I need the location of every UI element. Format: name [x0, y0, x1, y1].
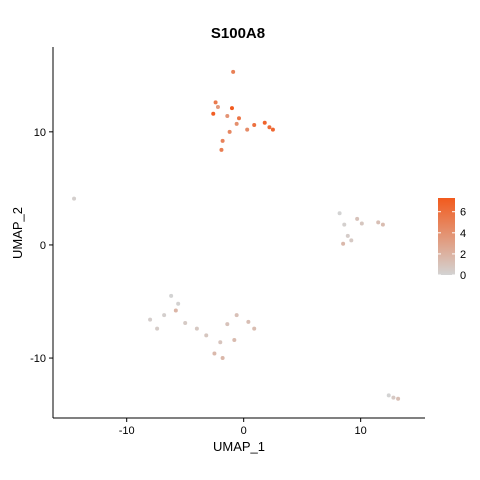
data-point — [220, 138, 225, 143]
x-tick-label: 10 — [355, 425, 367, 437]
data-point — [380, 222, 385, 227]
x-tick-label: -10 — [119, 425, 135, 437]
data-point — [220, 356, 225, 361]
data-point — [212, 351, 217, 356]
data-point — [225, 114, 230, 118]
x-axis-title: UMAP_1 — [213, 439, 265, 454]
data-point — [234, 313, 239, 318]
data-point — [231, 69, 236, 74]
data-point — [194, 326, 199, 331]
data-point — [232, 337, 237, 342]
data-point — [349, 238, 354, 243]
y-ticks: -10 0 10 — [30, 127, 53, 365]
colorbar-ticks: 0 2 4 6 — [438, 207, 466, 282]
data-point — [246, 319, 251, 324]
colorbar-tick-label: 2 — [460, 249, 466, 261]
y-tick-label: 10 — [34, 127, 46, 139]
data-point — [355, 216, 360, 221]
data-point — [169, 293, 174, 298]
data-point — [176, 301, 181, 306]
y-tick-label: 0 — [40, 240, 46, 252]
data-point — [391, 395, 396, 400]
data-point — [155, 326, 160, 331]
data-point — [227, 129, 232, 134]
data-point — [341, 241, 346, 246]
data-point — [337, 211, 342, 216]
data-point — [252, 123, 257, 128]
data-point — [219, 147, 224, 152]
data-point — [215, 104, 220, 109]
data-point — [229, 106, 234, 111]
data-point — [342, 222, 347, 227]
chart-title: S100A8 — [211, 25, 265, 42]
colorbar — [438, 198, 455, 275]
colorbar-tick-label: 6 — [460, 207, 466, 219]
data-point — [162, 313, 167, 318]
data-point — [234, 121, 239, 126]
data-point — [267, 125, 272, 130]
data-point — [213, 100, 218, 105]
data-point — [262, 120, 267, 125]
data-point — [237, 116, 241, 121]
data-point — [376, 220, 381, 225]
colorbar-tick-label: 0 — [460, 270, 466, 282]
y-axis-title: UMAP_2 — [10, 207, 25, 259]
colorbar-tick-label: 4 — [460, 228, 466, 240]
points-layer — [72, 69, 401, 401]
data-point — [218, 340, 223, 345]
y-tick-label: -10 — [30, 353, 46, 365]
data-point — [345, 233, 350, 238]
data-point — [211, 111, 216, 116]
data-point — [148, 317, 153, 322]
data-point — [359, 221, 364, 226]
data-point — [270, 127, 275, 132]
data-point — [72, 196, 77, 201]
data-point — [396, 396, 401, 401]
x-ticks: -10 0 10 — [119, 418, 367, 437]
data-point — [204, 333, 209, 338]
x-tick-label: 0 — [241, 425, 247, 437]
data-point — [173, 308, 178, 313]
data-point — [183, 320, 188, 325]
data-point — [225, 322, 230, 327]
data-point — [252, 326, 257, 331]
data-point — [245, 127, 250, 132]
data-point — [386, 393, 391, 398]
